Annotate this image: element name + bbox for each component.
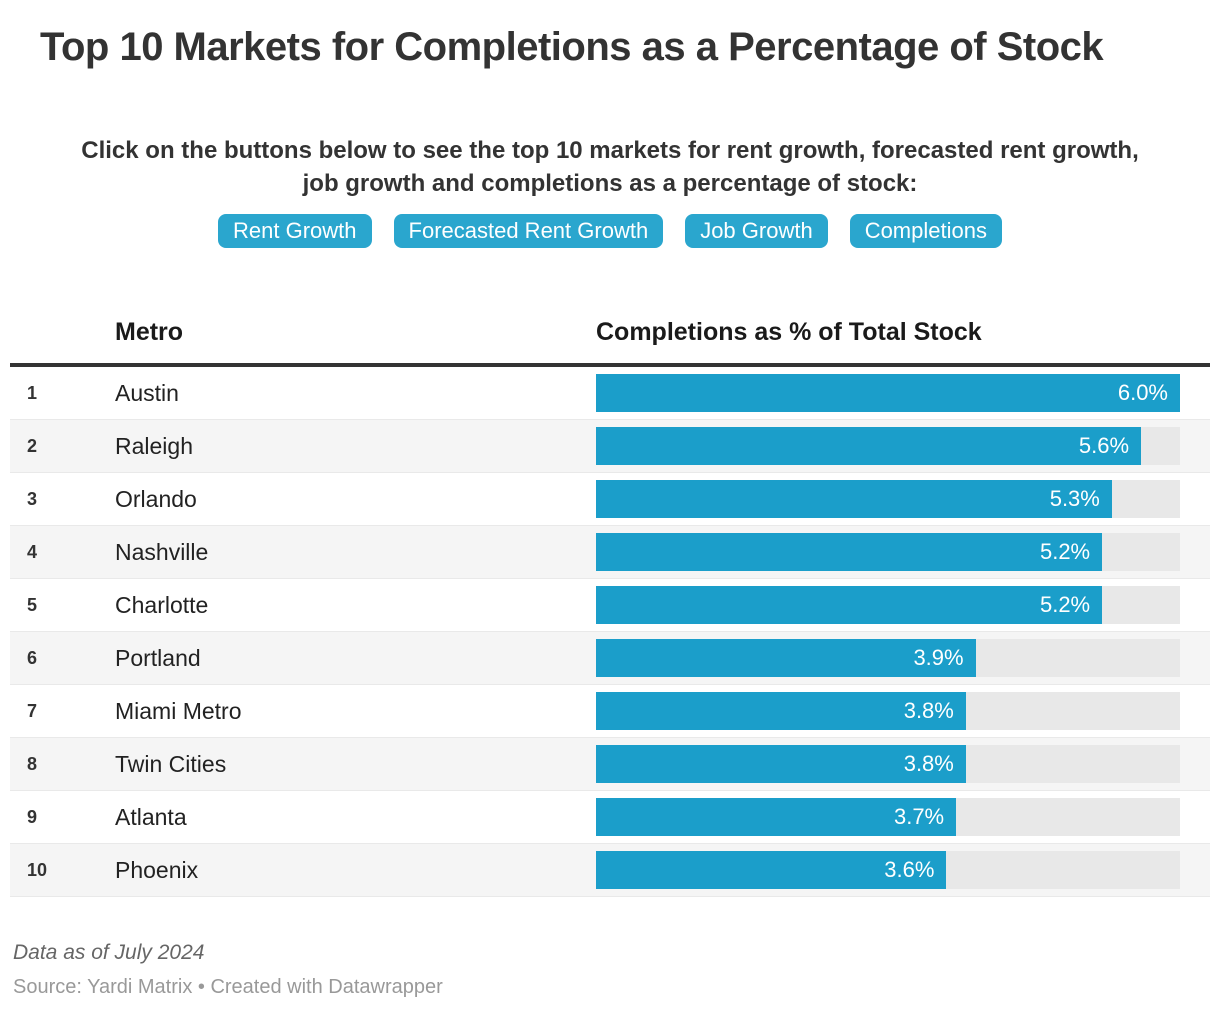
table-row: 9 Atlanta 3.7%: [10, 791, 1210, 845]
bar-track: 3.8%: [596, 745, 1180, 784]
rank-label: 2: [27, 435, 38, 456]
metro-column-header: Metro: [115, 318, 184, 347]
rank-label: 1: [27, 382, 38, 403]
metro-label: Portland: [115, 644, 201, 671]
table-row: 8 Twin Cities 3.8%: [10, 738, 1210, 792]
chart-description-line2: job growth and completions as a percenta…: [302, 170, 918, 198]
table-row: 1 Austin 6.0%: [10, 367, 1210, 421]
table-row: 5 Charlotte 5.2%: [10, 579, 1210, 633]
rank-column-header: [10, 318, 115, 347]
bar-value-label: 5.2%: [1039, 539, 1091, 565]
chart-description: Click on the buttons below to see the to…: [25, 134, 1195, 200]
table-row: 3 Orlando 5.3%: [10, 473, 1210, 527]
view-switch-button-job-growth[interactable]: Job Growth: [685, 214, 828, 249]
view-switch-button-completions[interactable]: Completions: [849, 214, 1002, 249]
bar-track: 6.0%: [596, 374, 1180, 413]
bar-track: 3.8%: [596, 692, 1180, 731]
metro-label: Austin: [115, 379, 179, 406]
chart-footer: Data as of July 2024 Source: Yardi Matri…: [13, 941, 1220, 999]
bar-value-label: 5.3%: [1049, 486, 1100, 512]
bar: 3.7%: [596, 798, 957, 837]
table-row: 10 Phoenix 3.6%: [10, 844, 1210, 898]
bar-value-label: 3.7%: [893, 804, 945, 830]
table-row: 2 Raleigh 5.6%: [10, 420, 1210, 474]
metro-label: Orlando: [115, 485, 197, 512]
metro-label: Twin Cities: [115, 750, 227, 777]
bar-value-label: 5.6%: [1078, 433, 1130, 459]
metro-label: Atlanta: [115, 803, 187, 830]
bar: 3.9%: [596, 639, 976, 678]
rank-label: 3: [27, 488, 38, 509]
view-switch-buttons: Rent Growth Forecasted Rent Growth Job Gro…: [0, 214, 1220, 249]
bar-value-label: 5.2%: [1039, 592, 1091, 618]
rank-label: 8: [27, 753, 38, 774]
table-row: 6 Portland 3.9%: [10, 632, 1210, 686]
table-row: 4 Nashville 5.2%: [10, 526, 1210, 580]
bar: 3.8%: [596, 692, 966, 731]
bar-chart-table: Metro Completions as % of Total Stock 1 …: [10, 318, 1210, 898]
metro-label: Miami Metro: [115, 697, 242, 724]
value-column-header: Completions as % of Total Stock: [596, 318, 982, 347]
table-body: 1 Austin 6.0% 2 Raleigh 5.6% 3 Orlando 5…: [10, 367, 1210, 898]
bar-value-label: 6.0%: [1117, 380, 1168, 406]
header-divider: [10, 363, 1210, 368]
chart-description-line1: Click on the buttons below to see the to…: [81, 137, 1139, 164]
bar-track: 5.2%: [596, 586, 1180, 625]
rank-label: 6: [27, 647, 38, 668]
bar-track: 5.6%: [596, 427, 1180, 466]
bar-track: 5.3%: [596, 480, 1180, 519]
rank-label: 9: [27, 806, 38, 827]
table-header: Metro Completions as % of Total Stock: [10, 318, 1210, 363]
bar: 5.2%: [596, 586, 1103, 625]
source-attribution: Source: Yardi Matrix • Created with Data…: [13, 976, 443, 999]
metro-label: Raleigh: [115, 432, 193, 459]
rank-label: 4: [27, 541, 38, 562]
view-switch-button-forecasted-rent-growth[interactable]: Forecasted Rent Growth: [393, 214, 664, 249]
bar-value-label: 3.9%: [913, 645, 964, 671]
bar: 5.6%: [596, 427, 1142, 466]
bar-value-label: 3.8%: [903, 751, 954, 777]
rank-label: 7: [27, 700, 38, 721]
bar: 3.6%: [596, 851, 947, 890]
bar: 6.0%: [596, 374, 1180, 413]
bar-track: 3.7%: [596, 798, 1180, 837]
data-note: Data as of July 2024: [13, 941, 205, 965]
bar: 5.2%: [596, 533, 1103, 572]
bar-value-label: 3.6%: [884, 857, 935, 883]
page-title: Top 10 Markets for Completions as a Perc…: [40, 25, 1104, 69]
metro-label: Phoenix: [115, 856, 199, 883]
rank-label: 10: [27, 859, 48, 880]
bar-track: 3.6%: [596, 851, 1180, 890]
rank-label: 5: [27, 594, 38, 615]
bar-track: 5.2%: [596, 533, 1180, 572]
metro-label: Nashville: [115, 538, 209, 565]
bar-track: 3.9%: [596, 639, 1180, 678]
view-switch-button-rent-growth[interactable]: Rent Growth: [218, 214, 372, 249]
bar-value-label: 3.8%: [903, 698, 954, 724]
metro-label: Charlotte: [115, 591, 209, 618]
bar: 5.3%: [596, 480, 1112, 519]
table-row: 7 Miami Metro 3.8%: [10, 685, 1210, 739]
bar: 3.8%: [596, 745, 966, 784]
